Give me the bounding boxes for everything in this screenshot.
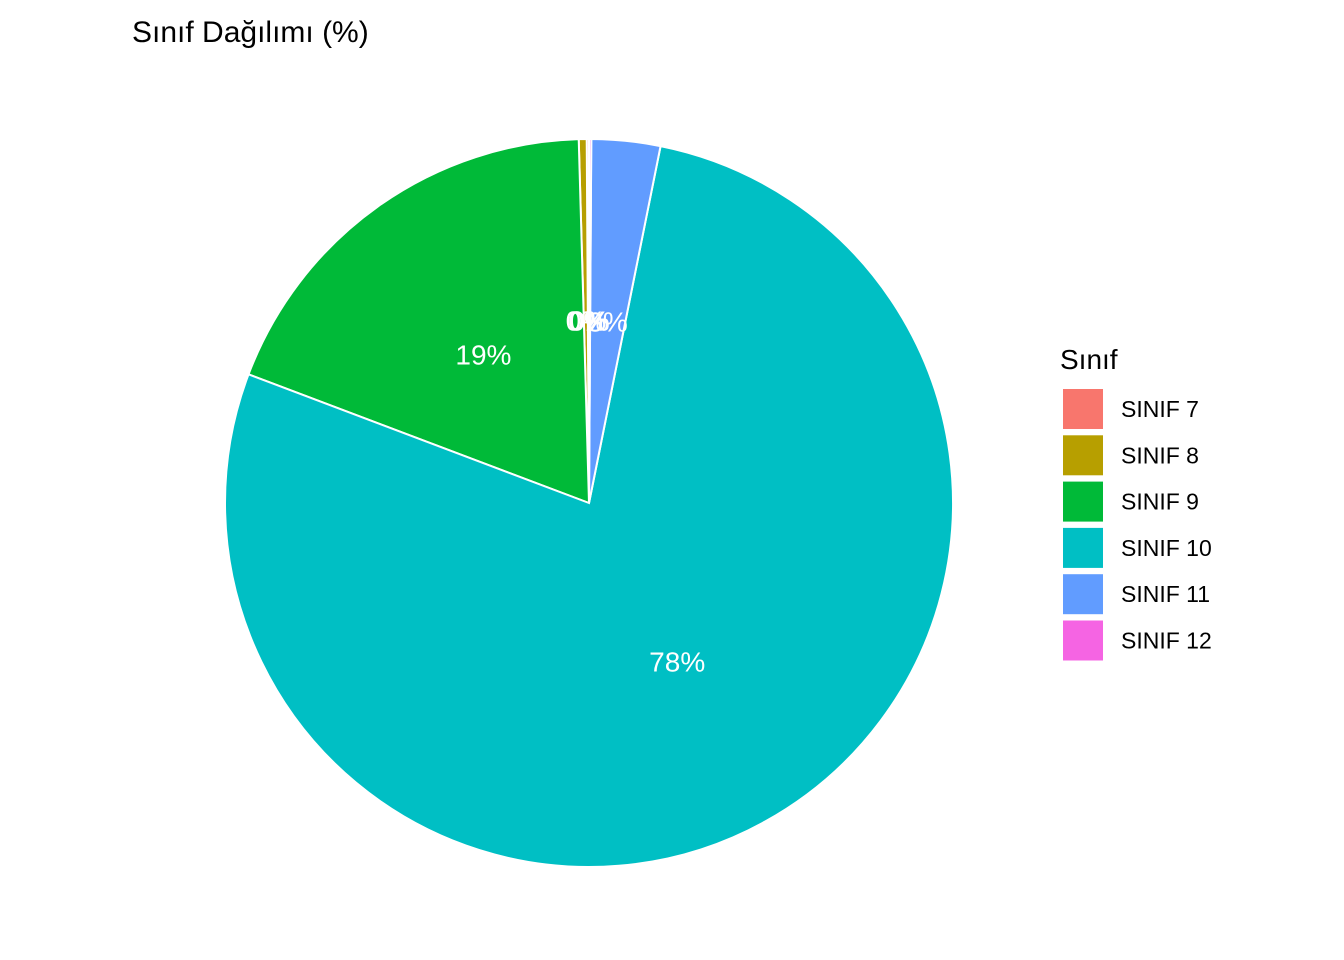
slice-label-sinif-8: 0% <box>566 306 606 337</box>
legend-key-sinif-8 <box>1063 435 1103 476</box>
legend-label-sinif-7: SINIF 7 <box>1121 396 1199 422</box>
slice-label-sinif-12: 0% <box>569 306 609 337</box>
pie-slices <box>224 137 954 868</box>
legend-key-sinif-9 <box>1063 481 1103 522</box>
legend-title: Sınıf <box>1060 344 1118 375</box>
pie-slice-sinif-10 <box>224 144 954 868</box>
slice-label-sinif-9: 19% <box>455 339 511 370</box>
legend-key-sinif-10 <box>1063 527 1103 568</box>
legend-label-sinif-11: SINIF 11 <box>1121 581 1210 607</box>
legend-key-sinif-12 <box>1063 620 1103 661</box>
pie-slice-sinif-12 <box>588 137 593 504</box>
slice-label-sinif-7: 0% <box>568 306 608 337</box>
legend-label-sinif-10: SINIF 10 <box>1121 535 1212 561</box>
pie-slice-labels: 0%0%19%78%3%0% <box>455 306 705 678</box>
pie-slice-sinif-9 <box>247 138 591 505</box>
legend-label-sinif-12: SINIF 12 <box>1121 628 1212 654</box>
legend-label-sinif-9: SINIF 9 <box>1121 489 1199 515</box>
legend-key-sinif-11 <box>1063 574 1103 615</box>
slice-label-sinif-10: 78% <box>649 647 705 678</box>
legend-label-sinif-8: SINIF 8 <box>1121 442 1199 468</box>
slice-label-sinif-11: 3% <box>587 306 627 337</box>
chart-title: Sınıf Dağılımı (%) <box>132 16 369 49</box>
legend: Sınıf SINIF 7 SINIF 8 SINIF 9 SINIF 10 SINIF… <box>1060 344 1212 661</box>
legend-key-sinif-7 <box>1063 389 1103 429</box>
